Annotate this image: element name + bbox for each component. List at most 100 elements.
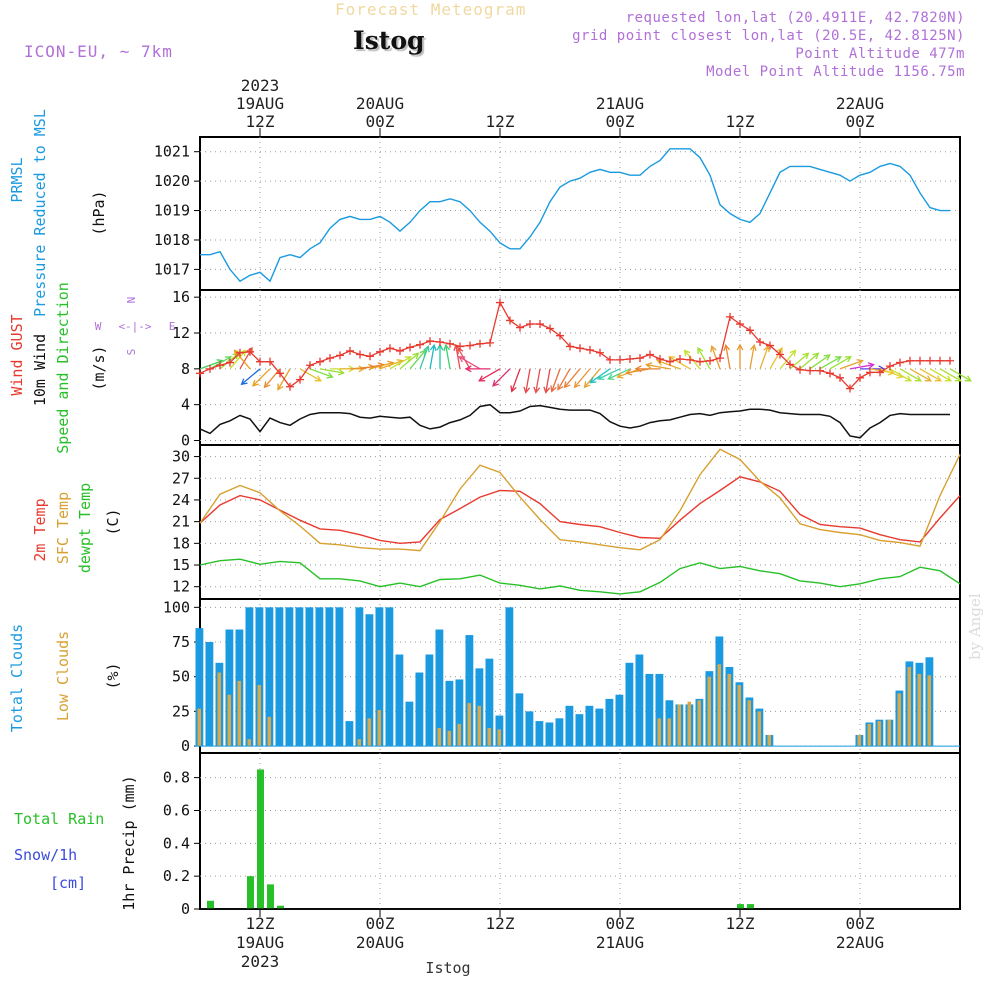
low-cloud-bar — [227, 694, 231, 747]
wind-arrow — [657, 360, 681, 370]
total-cloud-bar — [365, 614, 374, 747]
wind-gust-marker — [886, 362, 894, 371]
temp-dewpt-label: dewpt Temp — [76, 483, 94, 573]
total-cloud-bar — [655, 673, 664, 747]
wind-gust-label: Wind GUST — [8, 314, 26, 395]
low-cloud-bar — [437, 728, 441, 747]
wind-gust-marker — [816, 366, 824, 375]
top-time-label: 00Z — [846, 112, 875, 131]
wind-gust-marker — [596, 348, 604, 357]
total-cloud-bar — [195, 628, 204, 747]
wind-gust-marker — [646, 350, 654, 359]
low-cloud-bar — [737, 685, 741, 747]
wind-arrow-head — [464, 365, 472, 373]
wind-arrow — [252, 368, 271, 387]
total-cloud-bar — [595, 708, 604, 747]
bottom-year-label: 2023 — [241, 952, 280, 971]
bottom-time-label: 00Z — [846, 914, 875, 933]
wind-gust-marker — [506, 316, 514, 325]
wind-gust-marker — [456, 342, 464, 351]
compass-w-label: W — [95, 320, 102, 333]
wind-arrow-head — [844, 356, 852, 363]
wind-arrow — [749, 345, 755, 369]
low-cloud-bar — [687, 701, 691, 747]
snow-label: Snow/1h — [14, 846, 77, 864]
rain-bar — [747, 904, 754, 909]
y-tick-label: 1019 — [154, 202, 190, 220]
wind-arrow — [829, 356, 852, 370]
bottom-time-label: 12Z — [246, 914, 275, 933]
total-cloud-bar — [285, 607, 294, 747]
rain-bar — [737, 904, 744, 909]
wind-gust-marker — [206, 364, 214, 373]
wind-arrow-head — [887, 368, 895, 376]
compass-n-label: N — [125, 297, 138, 304]
wind-gust-marker — [386, 344, 394, 353]
wind-arrow — [725, 345, 731, 369]
wind-arrow-head — [337, 368, 345, 376]
wind-gust-marker — [486, 338, 494, 347]
wind-arrow-head — [233, 349, 241, 357]
total-cloud-bar — [525, 711, 534, 747]
low-cloud-bar — [457, 723, 461, 747]
rain-bar — [247, 876, 254, 909]
wind-arrow — [626, 368, 651, 374]
total-cloud-bar — [265, 607, 274, 747]
wind-gust-marker — [696, 357, 704, 366]
wind-arrow-head — [789, 349, 797, 357]
low-cloud-bar — [477, 705, 481, 747]
wind-arrow-head — [812, 352, 820, 360]
wind-gust-marker — [426, 337, 434, 346]
chart-title-faded: Forecast Meteogram — [335, 0, 527, 19]
top-time-label: 12Z — [246, 112, 275, 131]
low-cloud-bar — [257, 685, 261, 747]
rain-bar — [207, 900, 214, 909]
temp-line — [199, 476, 961, 545]
wind-arrow — [551, 368, 561, 392]
wind-arrow-head — [492, 379, 499, 387]
wind-gust-marker — [516, 323, 524, 332]
low-cloud-bar — [757, 711, 761, 747]
wind-arrow — [429, 345, 435, 369]
low-cloud-bar — [377, 709, 381, 747]
temp-2m-label: 2m Temp — [31, 498, 49, 561]
low-cloud-bar — [717, 664, 721, 747]
low-cloud-bar — [487, 728, 491, 747]
wind-arrow — [839, 360, 863, 370]
wind-arrow — [597, 368, 621, 380]
low-cloud-bar — [247, 739, 251, 747]
wind-arrow — [241, 368, 261, 385]
top-date-label: 20AUG — [356, 94, 404, 113]
wind-arrow — [379, 360, 403, 370]
wind-arrow — [919, 368, 942, 382]
wind-arrow-head — [573, 381, 581, 389]
low-cloud-bar — [767, 734, 771, 747]
wind-arrow-head — [429, 343, 437, 352]
wind-gust-marker — [466, 341, 474, 350]
wind-gust-marker — [716, 354, 724, 363]
total-cloud-bar — [335, 607, 344, 747]
wind-arrow-head — [263, 381, 271, 389]
wind-gust-marker — [356, 350, 364, 359]
wind-arrow-head — [277, 383, 284, 391]
y-tick-label: 0.6 — [163, 801, 190, 819]
temp-line — [199, 558, 961, 595]
wind-gust-marker — [246, 347, 254, 356]
total-cloud-bar — [545, 722, 554, 747]
wind-arrow — [445, 345, 451, 369]
pressure-label-msl: Pressure Reduced to MSL — [31, 109, 49, 317]
wind-gust-marker — [776, 350, 784, 359]
wind-arrow — [697, 347, 711, 370]
wind-arrow-head — [550, 385, 557, 393]
low-cloud-bar — [917, 673, 921, 747]
rain-bar — [267, 884, 274, 909]
wind-gust-marker — [756, 337, 764, 346]
wind-arrow-head — [934, 375, 942, 382]
wind-gust-marker — [666, 357, 674, 366]
wind-arrow — [949, 368, 972, 382]
total-cloud-bar — [275, 607, 284, 747]
wind-arrow — [909, 368, 932, 382]
total-cloud-bar — [415, 672, 424, 747]
bottom-time-label: 12Z — [486, 914, 515, 933]
wind-arrow — [319, 368, 344, 374]
